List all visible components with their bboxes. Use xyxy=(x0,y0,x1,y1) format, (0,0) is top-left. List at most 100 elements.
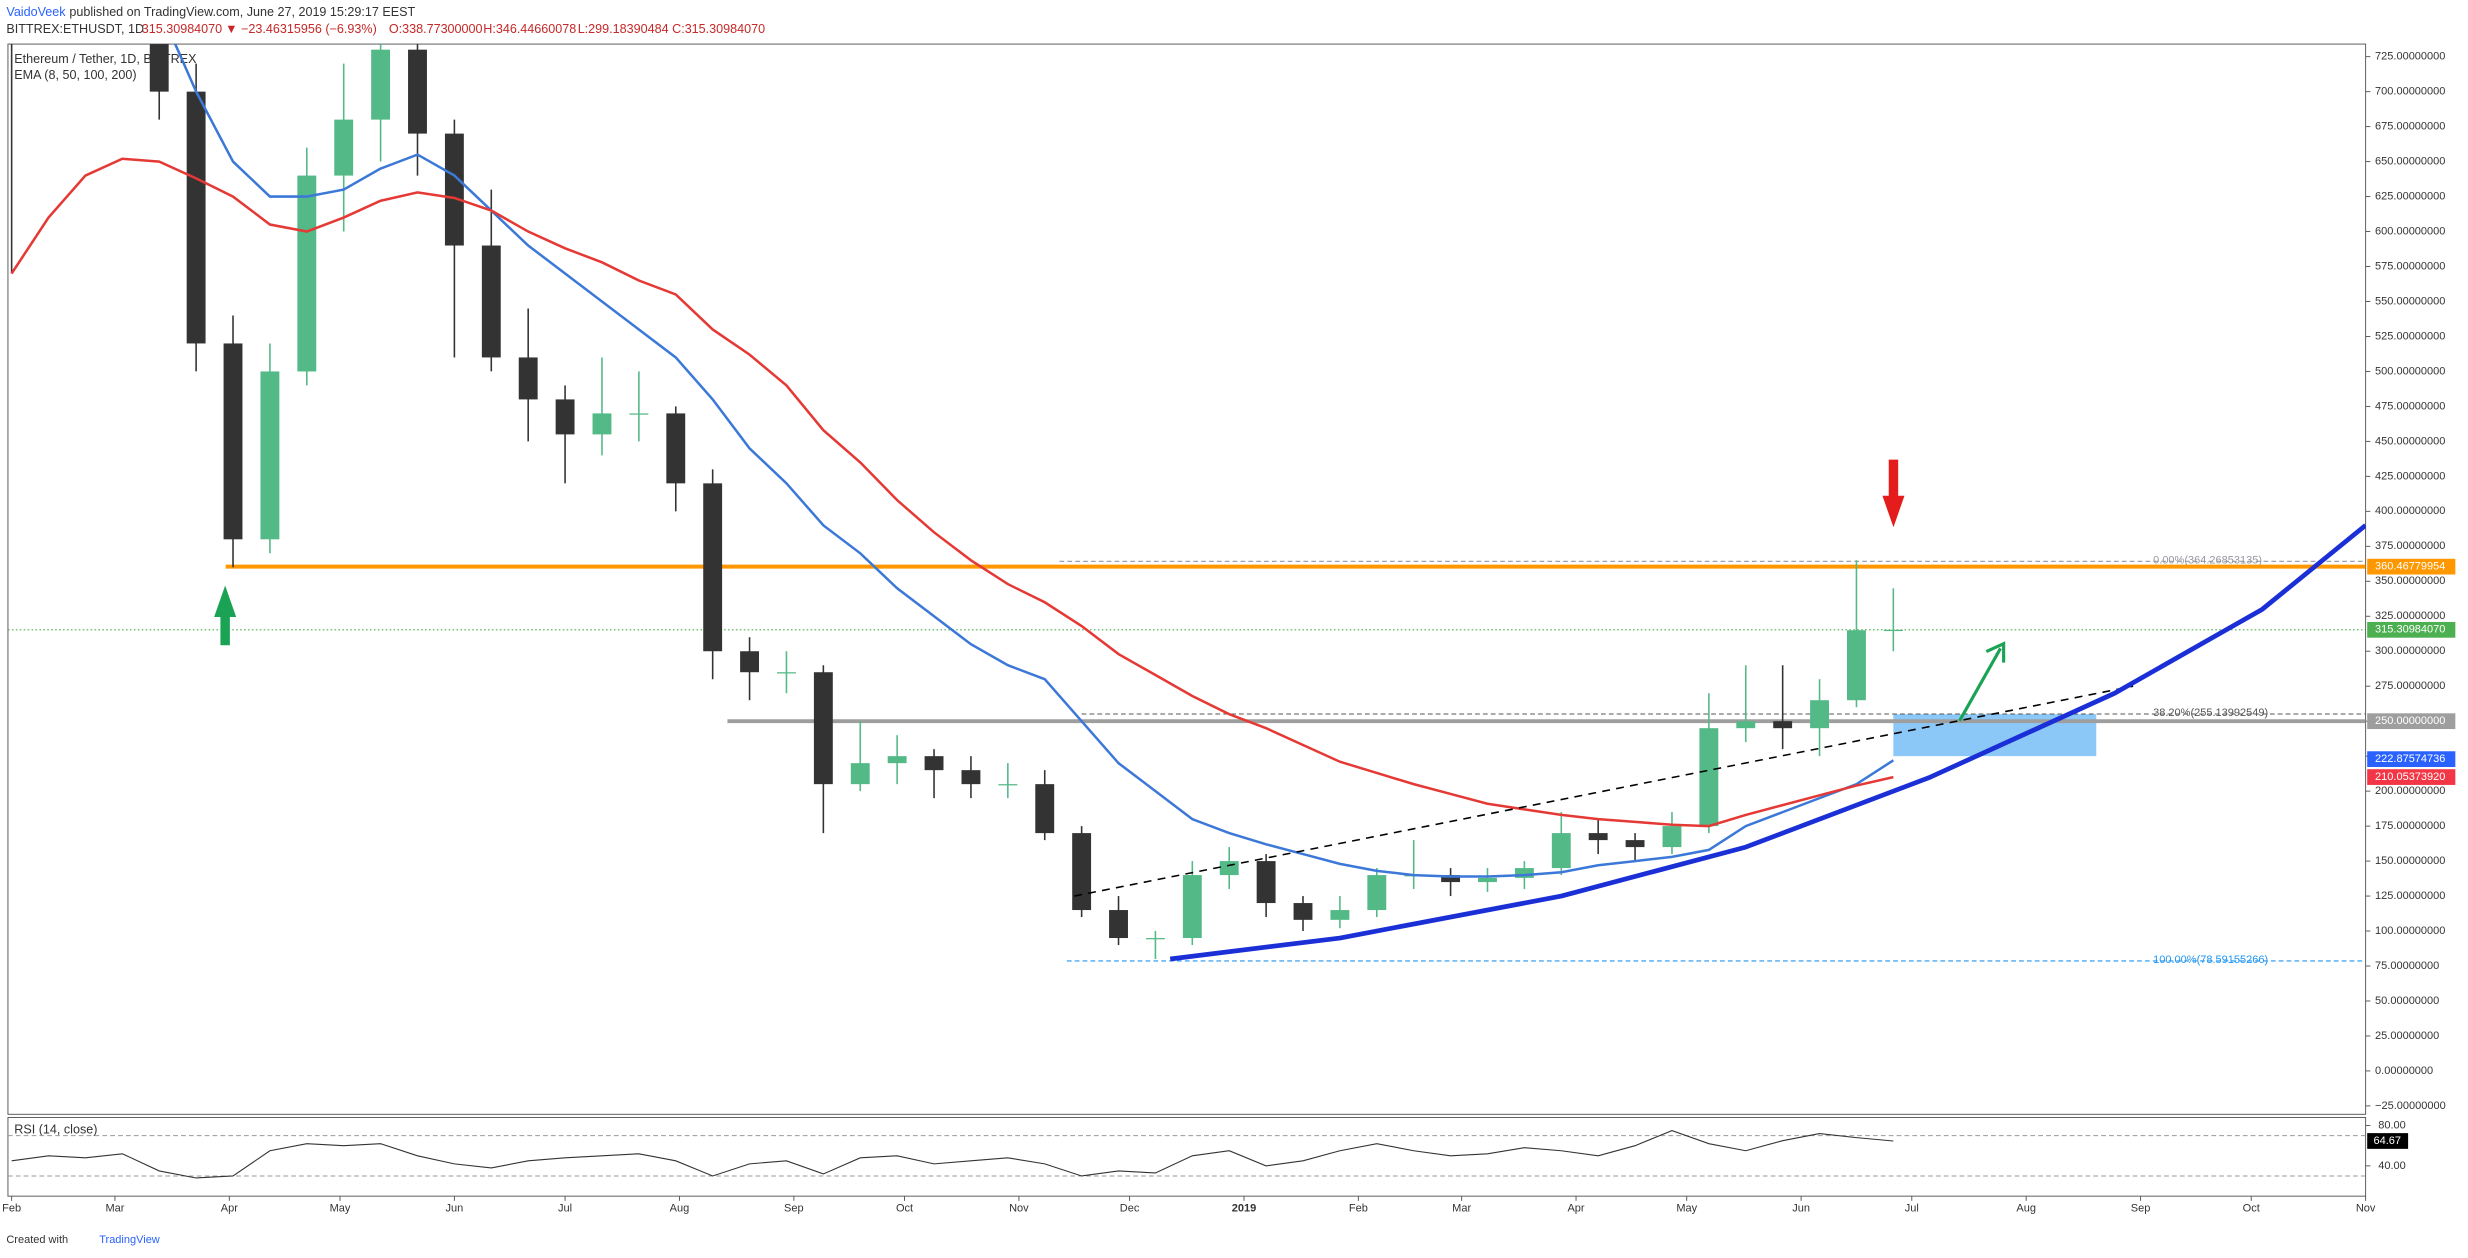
y-tick-label: 625.00000000 xyxy=(2375,190,2445,202)
candle-body xyxy=(297,175,317,372)
x-tick-label: Nov xyxy=(2356,1203,2376,1215)
down-arrow xyxy=(1882,459,1905,528)
x-tick-label: Aug xyxy=(670,1203,690,1215)
x-tick-label: May xyxy=(330,1203,351,1215)
y-tick-label: 400.00000000 xyxy=(2375,505,2445,517)
last-price: 315.30984070 xyxy=(142,22,222,36)
up-arrow xyxy=(214,585,237,646)
candle-body xyxy=(703,483,723,652)
x-tick-label: Sep xyxy=(2131,1203,2151,1215)
price-tag xyxy=(2367,621,2456,638)
x-tick-label: Jun xyxy=(1792,1203,1810,1215)
y-tick-label: 475.00000000 xyxy=(2375,400,2445,412)
change: ▼ −23.46315956 (−6.93%) xyxy=(225,22,377,36)
x-tick-label: Sep xyxy=(784,1203,804,1215)
y-tick-label: 550.00000000 xyxy=(2375,295,2445,307)
footer-brand[interactable]: TradingView xyxy=(99,1234,160,1246)
fib-label: 38.20%(255.13992549) xyxy=(2153,707,2268,719)
rsi-title: RSI (14, close) xyxy=(14,1122,97,1136)
candle-body xyxy=(260,371,280,540)
y-tick-label: 75.00000000 xyxy=(2375,960,2439,972)
candle-body xyxy=(1847,630,1866,701)
y-tick-label: 650.00000000 xyxy=(2375,155,2445,167)
x-tick-label: Apr xyxy=(1567,1203,1584,1215)
candle-body xyxy=(1773,721,1793,729)
candle-body xyxy=(1035,784,1055,834)
candle-body xyxy=(1883,629,1903,632)
x-tick-label: May xyxy=(1676,1203,1697,1215)
x-tick-label: Oct xyxy=(2243,1203,2260,1215)
footer-created: Created with xyxy=(6,1234,68,1246)
x-tick-label: Apr xyxy=(221,1203,238,1215)
y-tick-label: 375.00000000 xyxy=(2375,540,2445,552)
y-tick-label: 0.00000000 xyxy=(2375,1065,2433,1077)
y-tick-label: −25.00000000 xyxy=(2375,1100,2446,1112)
ema-line xyxy=(10,157,1894,828)
candle-body xyxy=(777,672,796,674)
y-tick-label: 125.00000000 xyxy=(2375,890,2445,902)
fib-label: 0.00%(364.26853135) xyxy=(2153,554,2262,566)
candle-body xyxy=(1330,910,1350,920)
candle-body xyxy=(1145,938,1165,940)
legend-title: Ethereum / Tether, 1D, BITTREX xyxy=(14,52,197,66)
candle-body xyxy=(813,672,833,785)
y-tick-label: 175.00000000 xyxy=(2375,820,2445,832)
y-tick-label: 200.00000000 xyxy=(2375,785,2445,797)
candle-body xyxy=(481,245,501,358)
rsi-tag xyxy=(2367,1133,2409,1149)
candle-body xyxy=(1367,875,1387,911)
candle-body xyxy=(740,651,760,673)
candle-body xyxy=(1109,910,1128,939)
rsi-tick-label: 40.00 xyxy=(2378,1160,2406,1172)
candle-body xyxy=(1441,875,1461,883)
low: L:299.18390484 xyxy=(578,22,669,36)
candle-body xyxy=(444,133,464,246)
candle-body xyxy=(924,756,944,771)
candle-body xyxy=(1551,833,1571,869)
author[interactable]: VaidoVeek xyxy=(6,5,66,19)
y-tick-label: 500.00000000 xyxy=(2375,365,2445,377)
candle-body xyxy=(1293,903,1313,920)
candle-body xyxy=(592,413,612,435)
price-tag xyxy=(2367,713,2456,730)
candle-body xyxy=(998,784,1018,786)
candle-body xyxy=(666,413,686,484)
rsi-area xyxy=(7,1129,2366,1179)
x-tick-label: Feb xyxy=(2,1203,21,1215)
candle-body xyxy=(1810,700,1829,729)
candle-body xyxy=(1182,875,1202,939)
price-tag-label: 360.46779954 xyxy=(2375,561,2445,573)
y-tick-label: 25.00000000 xyxy=(2375,1030,2439,1042)
y-tick-label: 425.00000000 xyxy=(2375,470,2445,482)
rsi-pane xyxy=(7,1116,2367,1197)
y-tick-label: 725.00000000 xyxy=(2375,51,2445,63)
rsi-line xyxy=(11,1129,1894,1179)
candle-body xyxy=(1219,861,1239,876)
y-tick-label: 450.00000000 xyxy=(2375,435,2445,447)
price-tag-label: 250.00000000 xyxy=(2375,715,2445,727)
symbol: BITTREX:ETHUSDT, 1D xyxy=(6,22,144,36)
price-tag-label: 210.05373920 xyxy=(2375,771,2445,783)
x-tick-label: Mar xyxy=(105,1203,124,1215)
x-tick-label: Dec xyxy=(1120,1203,1140,1215)
price-tag xyxy=(2367,751,2456,768)
y-tick-label: 50.00000000 xyxy=(2375,995,2439,1007)
fib-label: 100.00%(78.59155266) xyxy=(2153,954,2268,966)
candle-body xyxy=(629,413,649,415)
candle-body xyxy=(1588,833,1608,841)
y-tick-label: 150.00000000 xyxy=(2375,855,2445,867)
candle-body xyxy=(371,49,391,120)
y-tick-label: 100.00000000 xyxy=(2375,925,2445,937)
legend-indicator: EMA (8, 50, 100, 200) xyxy=(14,68,136,82)
x-tick-label: Jul xyxy=(1905,1203,1919,1215)
ema-line xyxy=(173,44,1895,878)
x-tick-label: Mar xyxy=(1452,1203,1471,1215)
y-tick-label: 600.00000000 xyxy=(2375,225,2445,237)
candle-body xyxy=(555,399,575,435)
candle-body xyxy=(408,49,427,134)
rsi-tick-label: 80.00 xyxy=(2378,1119,2406,1131)
trendline xyxy=(1074,685,2134,897)
candle-body xyxy=(1662,826,1682,848)
